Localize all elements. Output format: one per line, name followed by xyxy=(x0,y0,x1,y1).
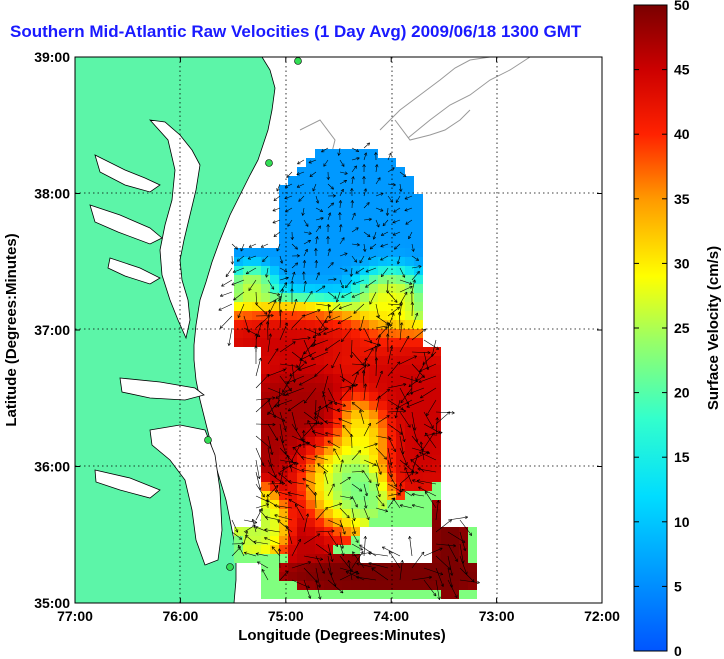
velocity-vectors xyxy=(218,142,480,600)
y-tick-label: 38:00 xyxy=(34,186,70,202)
colorbar-label: Surface Velocity (cm/s) xyxy=(705,246,722,410)
colorbar-tick-label: 35 xyxy=(674,191,690,207)
chesapeake-inlet-3 xyxy=(107,257,161,285)
colorbar-tick-label: 15 xyxy=(674,449,690,465)
x-tick-label: 76:00 xyxy=(162,608,198,624)
y-axis-ticks: 39:00 38:00 37:00 36:00 35:00 xyxy=(34,49,602,611)
colorbar-tick-label: 45 xyxy=(674,62,690,78)
colorbar-tick-label: 0 xyxy=(674,643,682,659)
x-tick-label: 72:00 xyxy=(584,608,620,624)
chesapeake-bay xyxy=(148,119,201,340)
colorbar-tick-label: 25 xyxy=(674,320,690,336)
colorbar-tick-label: 30 xyxy=(674,255,690,271)
y-tick-label: 36:00 xyxy=(34,459,70,475)
y-tick-label: 39:00 xyxy=(34,49,70,65)
y-tick-label: 35:00 xyxy=(34,595,70,611)
station-markers xyxy=(204,57,302,571)
map-title: Southern Mid-Atlantic Raw Velocities (1 … xyxy=(10,22,582,41)
colorbar-ticks: 0 5 10 15 20 25 30 35 40 45 50 xyxy=(634,0,690,659)
colorbar-tick-label: 20 xyxy=(674,385,690,401)
chesapeake-inlet-1 xyxy=(94,154,161,193)
station-marker xyxy=(265,159,273,167)
x-tick-label: 77:00 xyxy=(57,608,93,624)
y-tick-label: 37:00 xyxy=(34,322,70,338)
grid xyxy=(75,57,602,603)
colorbar-tick-label: 5 xyxy=(674,578,682,594)
x-tick-label: 74:00 xyxy=(373,608,409,624)
x-axis-label: Longitude (Degrees:Minutes) xyxy=(238,627,446,644)
albemarle-sound xyxy=(119,377,205,401)
x-tick-label: 73:00 xyxy=(479,608,515,624)
station-marker xyxy=(226,563,234,571)
station-marker xyxy=(294,57,302,65)
x-axis-ticks: 77:00 76:00 75:00 74:00 73:00 72:00 xyxy=(57,57,620,624)
y-axis-label: Latitude (Degrees:Minutes) xyxy=(3,233,20,426)
colorbar-tick-label: 40 xyxy=(674,126,690,142)
station-marker xyxy=(204,436,212,444)
colorbar-tick-label: 50 xyxy=(674,0,690,13)
x-tick-label: 75:00 xyxy=(268,608,304,624)
chesapeake-inlet-2 xyxy=(89,204,163,245)
sound-inlet xyxy=(94,469,161,499)
colorbar-tick-label: 10 xyxy=(674,514,690,530)
pamlico-sound xyxy=(149,424,223,566)
